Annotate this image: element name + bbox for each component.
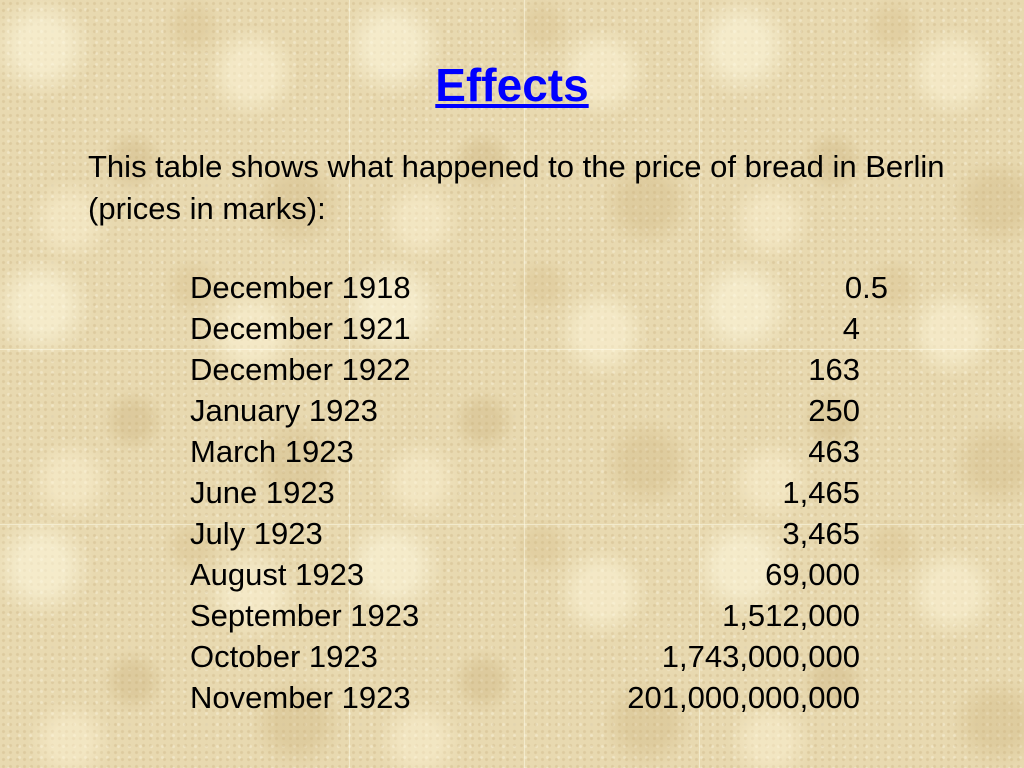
row-price: 0.5 — [844, 270, 888, 305]
row-date: September 1923 — [190, 598, 420, 633]
table-row: August 1923 69,000 — [190, 554, 890, 595]
row-price: 250 — [808, 393, 860, 428]
row-price: 163 — [808, 352, 860, 387]
row-date: August 1923 — [190, 557, 365, 592]
row-price: 201,000,000,000 — [627, 680, 860, 715]
intro-text: This table shows what happened to the pr… — [88, 149, 945, 226]
row-price: 4 — [842, 311, 860, 346]
row-date: July 1923 — [190, 516, 323, 551]
row-date: December 1921 — [190, 311, 411, 346]
row-price: 1,743,000,000 — [661, 639, 860, 674]
table-row: July 1923 3,465 — [190, 513, 890, 554]
row-price: 463 — [808, 434, 860, 469]
table-row: December 1922 163 — [190, 349, 890, 390]
table-row: January 1923 250 — [190, 390, 890, 431]
table-row: December 1921 4 — [190, 308, 890, 349]
row-date: October 1923 — [190, 639, 378, 674]
row-price: 3,465 — [782, 516, 860, 551]
table-row: November 1923 201,000,000,000 — [190, 677, 890, 718]
row-price: 69,000 — [765, 557, 860, 592]
row-date: January 1923 — [190, 393, 378, 428]
table-row: October 1923 1,743,000,000 — [190, 636, 890, 677]
table-row: June 1923 1,465 — [190, 472, 890, 513]
row-date: June 1923 — [190, 475, 335, 510]
slide-title: Effects — [435, 59, 589, 111]
table-row: March 1923 463 — [190, 431, 890, 472]
row-date: November 1923 — [190, 680, 411, 715]
table-row: December 1918 0.5 — [190, 267, 890, 308]
bread-price-table: December 1918 0.5 December 1921 4 Decemb… — [190, 267, 890, 718]
row-date: March 1923 — [190, 434, 354, 469]
row-date: December 1918 — [190, 270, 411, 305]
row-date: December 1922 — [190, 352, 411, 387]
table-row: September 1923 1,512,000 — [190, 595, 890, 636]
row-price: 1,465 — [782, 475, 860, 510]
row-price: 1,512,000 — [722, 598, 860, 633]
